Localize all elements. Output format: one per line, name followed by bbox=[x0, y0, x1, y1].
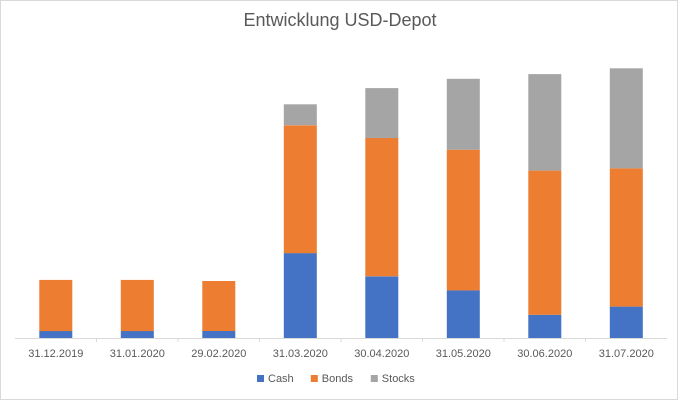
legend-swatch-cash bbox=[257, 375, 264, 382]
bar-segment-bonds bbox=[446, 149, 480, 291]
bar-segment-bonds bbox=[120, 279, 154, 332]
bar-segment-stocks bbox=[365, 88, 399, 139]
legend-swatch-bonds bbox=[310, 375, 318, 382]
x-tick-label: 31.03.2020 bbox=[273, 348, 328, 360]
bar-segment-cash bbox=[528, 314, 562, 339]
legend-label-stocks: Stocks bbox=[382, 373, 416, 385]
bar-segment-bonds bbox=[202, 281, 236, 331]
bar-segment-stocks bbox=[446, 78, 480, 150]
x-tick-label: 31.12.2019 bbox=[28, 348, 83, 360]
bar-segment-cash bbox=[39, 331, 73, 338]
bar-segment-stocks bbox=[283, 104, 317, 126]
legend-label-bonds: Bonds bbox=[322, 373, 354, 385]
x-axis-ticks: 31.12.2019 31.01.2020 29.02.2020 31.03.2020… bbox=[28, 338, 654, 360]
bar-segment-bonds bbox=[39, 279, 73, 332]
bar-segment-cash bbox=[120, 331, 154, 338]
x-tick-label: 30.06.2020 bbox=[517, 348, 572, 360]
x-tick-label: 31.07.2020 bbox=[599, 348, 654, 360]
x-tick-label: 31.01.2020 bbox=[110, 348, 165, 360]
x-tick-label: 31.05.2020 bbox=[436, 348, 491, 360]
bar-segment-cash bbox=[446, 290, 480, 338]
x-tick-label: 29.02.2020 bbox=[191, 348, 246, 360]
chart-title: Entwicklung USD-Depot bbox=[243, 10, 437, 30]
bar-segment-cash bbox=[365, 276, 399, 338]
bar-segment-cash bbox=[609, 306, 643, 338]
bar-segment-stocks bbox=[609, 68, 643, 169]
x-tick-label: 30.04.2020 bbox=[354, 348, 409, 360]
bar-segment-bonds bbox=[365, 138, 399, 277]
bar-segment-stocks bbox=[528, 74, 562, 171]
legend: Cash Bonds Stocks bbox=[257, 373, 415, 385]
bar-segment-cash bbox=[202, 331, 236, 338]
bar-segment-cash bbox=[283, 253, 317, 338]
bar-segment-bonds bbox=[609, 168, 643, 307]
legend-label-cash: Cash bbox=[268, 373, 294, 385]
bar-segment-bonds bbox=[283, 125, 317, 254]
bars-layer bbox=[39, 68, 643, 339]
legend-swatch-stocks bbox=[370, 375, 378, 382]
bar-segment-bonds bbox=[528, 170, 562, 315]
